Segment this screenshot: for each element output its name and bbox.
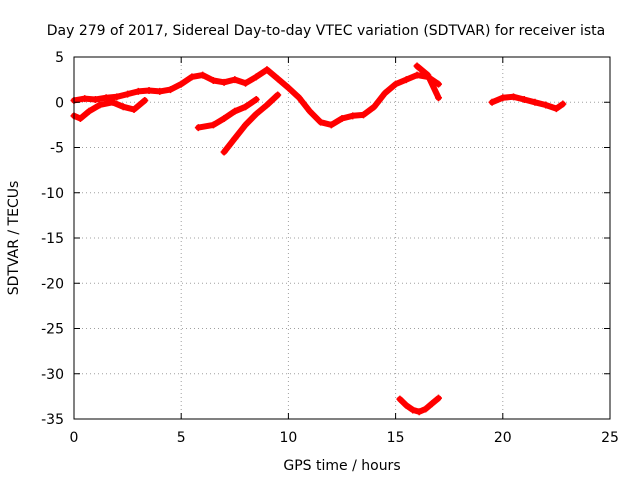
data-point xyxy=(231,107,239,115)
data-point xyxy=(145,86,153,94)
data-point xyxy=(252,73,260,81)
y-tick-label: -10 xyxy=(41,186,64,202)
x-axis-label: GPS time / hours xyxy=(283,458,400,474)
data-point xyxy=(392,80,400,88)
chart-title: Day 279 of 2017, Sidereal Day-to-day VTE… xyxy=(47,23,605,39)
data-point xyxy=(209,77,217,85)
data-point xyxy=(552,105,560,113)
data-point xyxy=(199,71,207,79)
data-point xyxy=(242,79,250,87)
data-point xyxy=(81,95,89,103)
data-point xyxy=(119,103,127,111)
data-point xyxy=(209,121,217,129)
y-tick-label: -5 xyxy=(50,141,64,157)
y-tick-label: -25 xyxy=(41,322,64,338)
data-point xyxy=(91,96,99,104)
x-tick-label: 15 xyxy=(387,430,405,446)
data-point xyxy=(422,405,430,413)
data-point xyxy=(220,115,228,123)
series-group xyxy=(70,62,567,416)
data-point xyxy=(434,80,442,88)
data-point xyxy=(109,98,117,106)
data-point xyxy=(434,94,442,102)
data-point xyxy=(520,96,528,104)
data-point xyxy=(559,100,567,108)
x-tick-label: 20 xyxy=(494,430,512,446)
data-point xyxy=(263,66,271,74)
data-point xyxy=(231,76,239,84)
data-point xyxy=(338,115,346,123)
x-tick-label: 25 xyxy=(601,430,619,446)
data-point xyxy=(349,112,357,120)
series-arc-7h xyxy=(221,92,281,155)
data-point xyxy=(263,101,271,109)
data-point xyxy=(359,111,367,119)
data-point xyxy=(102,94,110,102)
data-point xyxy=(317,118,325,126)
data-point xyxy=(499,94,507,102)
data-point xyxy=(252,110,260,118)
data-point xyxy=(424,71,432,79)
data-point xyxy=(370,103,378,111)
data-point xyxy=(85,107,93,115)
data-point xyxy=(434,394,442,402)
data-point xyxy=(531,98,539,106)
data-point xyxy=(306,107,314,115)
data-point xyxy=(231,134,239,142)
data-point xyxy=(76,115,84,123)
y-tick-label: -35 xyxy=(41,412,64,428)
data-point xyxy=(415,408,423,416)
grid xyxy=(74,57,610,419)
data-point xyxy=(274,91,282,99)
data-point xyxy=(327,121,335,129)
data-point xyxy=(141,96,149,104)
data-point xyxy=(124,90,132,98)
y-tick-label: 5 xyxy=(55,50,64,66)
ticks: 0 5 10 15 20 25 5 0 -5 -10 -15 -20 -25 -30 -35 xyxy=(41,50,619,446)
data-point xyxy=(413,62,421,70)
data-point xyxy=(242,103,250,111)
data-point xyxy=(381,89,389,97)
y-tick-label: -20 xyxy=(41,276,64,292)
data-point xyxy=(402,76,410,84)
y-axis-label: SDTVAR / TECUs xyxy=(6,181,22,296)
data-point xyxy=(134,87,142,95)
data-point xyxy=(409,406,417,414)
data-point xyxy=(252,96,260,104)
data-point xyxy=(274,75,282,83)
data-point xyxy=(402,401,410,409)
data-point xyxy=(413,71,421,79)
data-point xyxy=(220,148,228,156)
data-point xyxy=(488,98,496,106)
data-point xyxy=(156,87,164,95)
data-point xyxy=(166,86,174,94)
data-point xyxy=(177,80,185,88)
data-point xyxy=(295,94,303,102)
data-point xyxy=(396,395,404,403)
data-point xyxy=(188,73,196,81)
data-point xyxy=(96,101,104,109)
data-point xyxy=(542,101,550,109)
y-tick-label: -15 xyxy=(41,231,64,247)
data-point xyxy=(220,78,228,86)
data-point xyxy=(510,93,518,101)
x-tick-label: 10 xyxy=(279,430,297,446)
data-point xyxy=(284,84,292,92)
y-tick-label: 0 xyxy=(55,95,64,111)
data-point xyxy=(130,105,138,113)
data-point xyxy=(194,124,202,132)
x-tick-label: 0 xyxy=(70,430,79,446)
data-point xyxy=(113,93,121,101)
y-tick-label: -30 xyxy=(41,367,64,383)
data-point xyxy=(242,121,250,129)
x-tick-label: 5 xyxy=(177,430,186,446)
data-point xyxy=(428,400,436,408)
